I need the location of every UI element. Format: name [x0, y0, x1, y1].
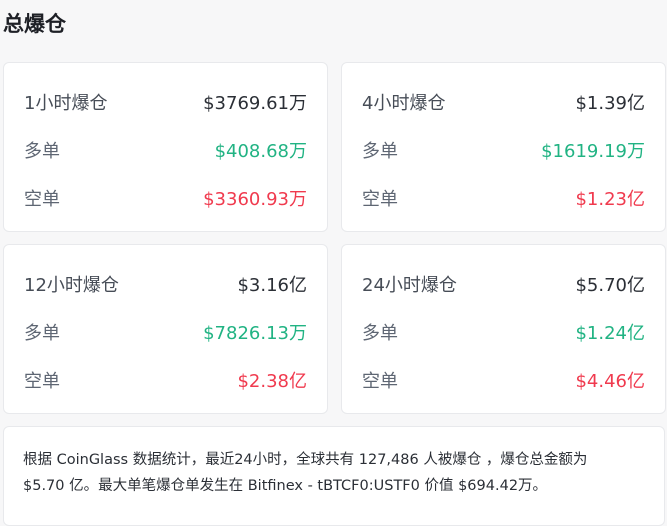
- card-header-row: 1小时爆仓 $3769.61万: [24, 90, 307, 114]
- short-value: $4.46亿: [575, 371, 645, 392]
- row-label: 多单: [362, 141, 398, 162]
- long-value: $408.68万: [214, 141, 307, 162]
- summary-line-1: 根据 CoinGlass 数据统计，最近24小时，全球共有 127,486 人被…: [23, 452, 588, 468]
- long-value: $7826.13万: [203, 323, 307, 344]
- total-value: $5.70亿: [575, 275, 645, 296]
- row-label: 空单: [24, 371, 60, 392]
- row-label: 空单: [24, 189, 60, 210]
- card-header-row: 24小时爆仓 $5.70亿: [362, 272, 645, 296]
- summary-line-2: $5.70 亿。最大单笔爆仓单发生在 Bitfinex - tBTCF0:UST…: [23, 478, 548, 494]
- row-label: 12小时爆仓: [24, 275, 119, 296]
- short-row: 空单 $4.46亿: [362, 368, 645, 392]
- liquidation-summary: 根据 CoinGlass 数据统计，最近24小时，全球共有 127,486 人被…: [3, 426, 665, 526]
- short-value: $3360.93万: [203, 189, 307, 210]
- row-label: 1小时爆仓: [24, 93, 108, 114]
- page-title: 总爆仓: [3, 12, 66, 36]
- short-row: 空单 $3360.93万: [24, 186, 307, 210]
- short-value: $2.38亿: [237, 371, 307, 392]
- total-value: $1.39亿: [575, 93, 645, 114]
- row-label: 空单: [362, 189, 398, 210]
- row-label: 多单: [24, 141, 60, 162]
- liquidation-card: 1小时爆仓 $3769.61万多单 $408.68万空单 $3360.93万: [3, 62, 328, 232]
- liquidation-card: 4小时爆仓 $1.39亿多单 $1619.19万空单 $1.23亿: [341, 62, 666, 232]
- liquidation-card: 24小时爆仓 $5.70亿多单 $1.24亿空单 $4.46亿: [341, 244, 666, 414]
- long-row: 多单 $1619.19万: [362, 138, 645, 162]
- short-row: 空单 $2.38亿: [24, 368, 307, 392]
- row-label: 多单: [24, 323, 60, 344]
- long-row: 多单 $408.68万: [24, 138, 307, 162]
- card-header-row: 4小时爆仓 $1.39亿: [362, 90, 645, 114]
- long-value: $1619.19万: [541, 141, 645, 162]
- row-label: 空单: [362, 371, 398, 392]
- card-header-row: 12小时爆仓 $3.16亿: [24, 272, 307, 296]
- total-value: $3769.61万: [203, 93, 307, 114]
- short-value: $1.23亿: [575, 189, 645, 210]
- row-label: 24小时爆仓: [362, 275, 457, 296]
- long-value: $1.24亿: [575, 323, 645, 344]
- short-row: 空单 $1.23亿: [362, 186, 645, 210]
- long-row: 多单 $7826.13万: [24, 320, 307, 344]
- long-row: 多单 $1.24亿: [362, 320, 645, 344]
- row-label: 4小时爆仓: [362, 93, 446, 114]
- row-label: 多单: [362, 323, 398, 344]
- total-value: $3.16亿: [237, 275, 307, 296]
- liquidation-card: 12小时爆仓 $3.16亿多单 $7826.13万空单 $2.38亿: [3, 244, 328, 414]
